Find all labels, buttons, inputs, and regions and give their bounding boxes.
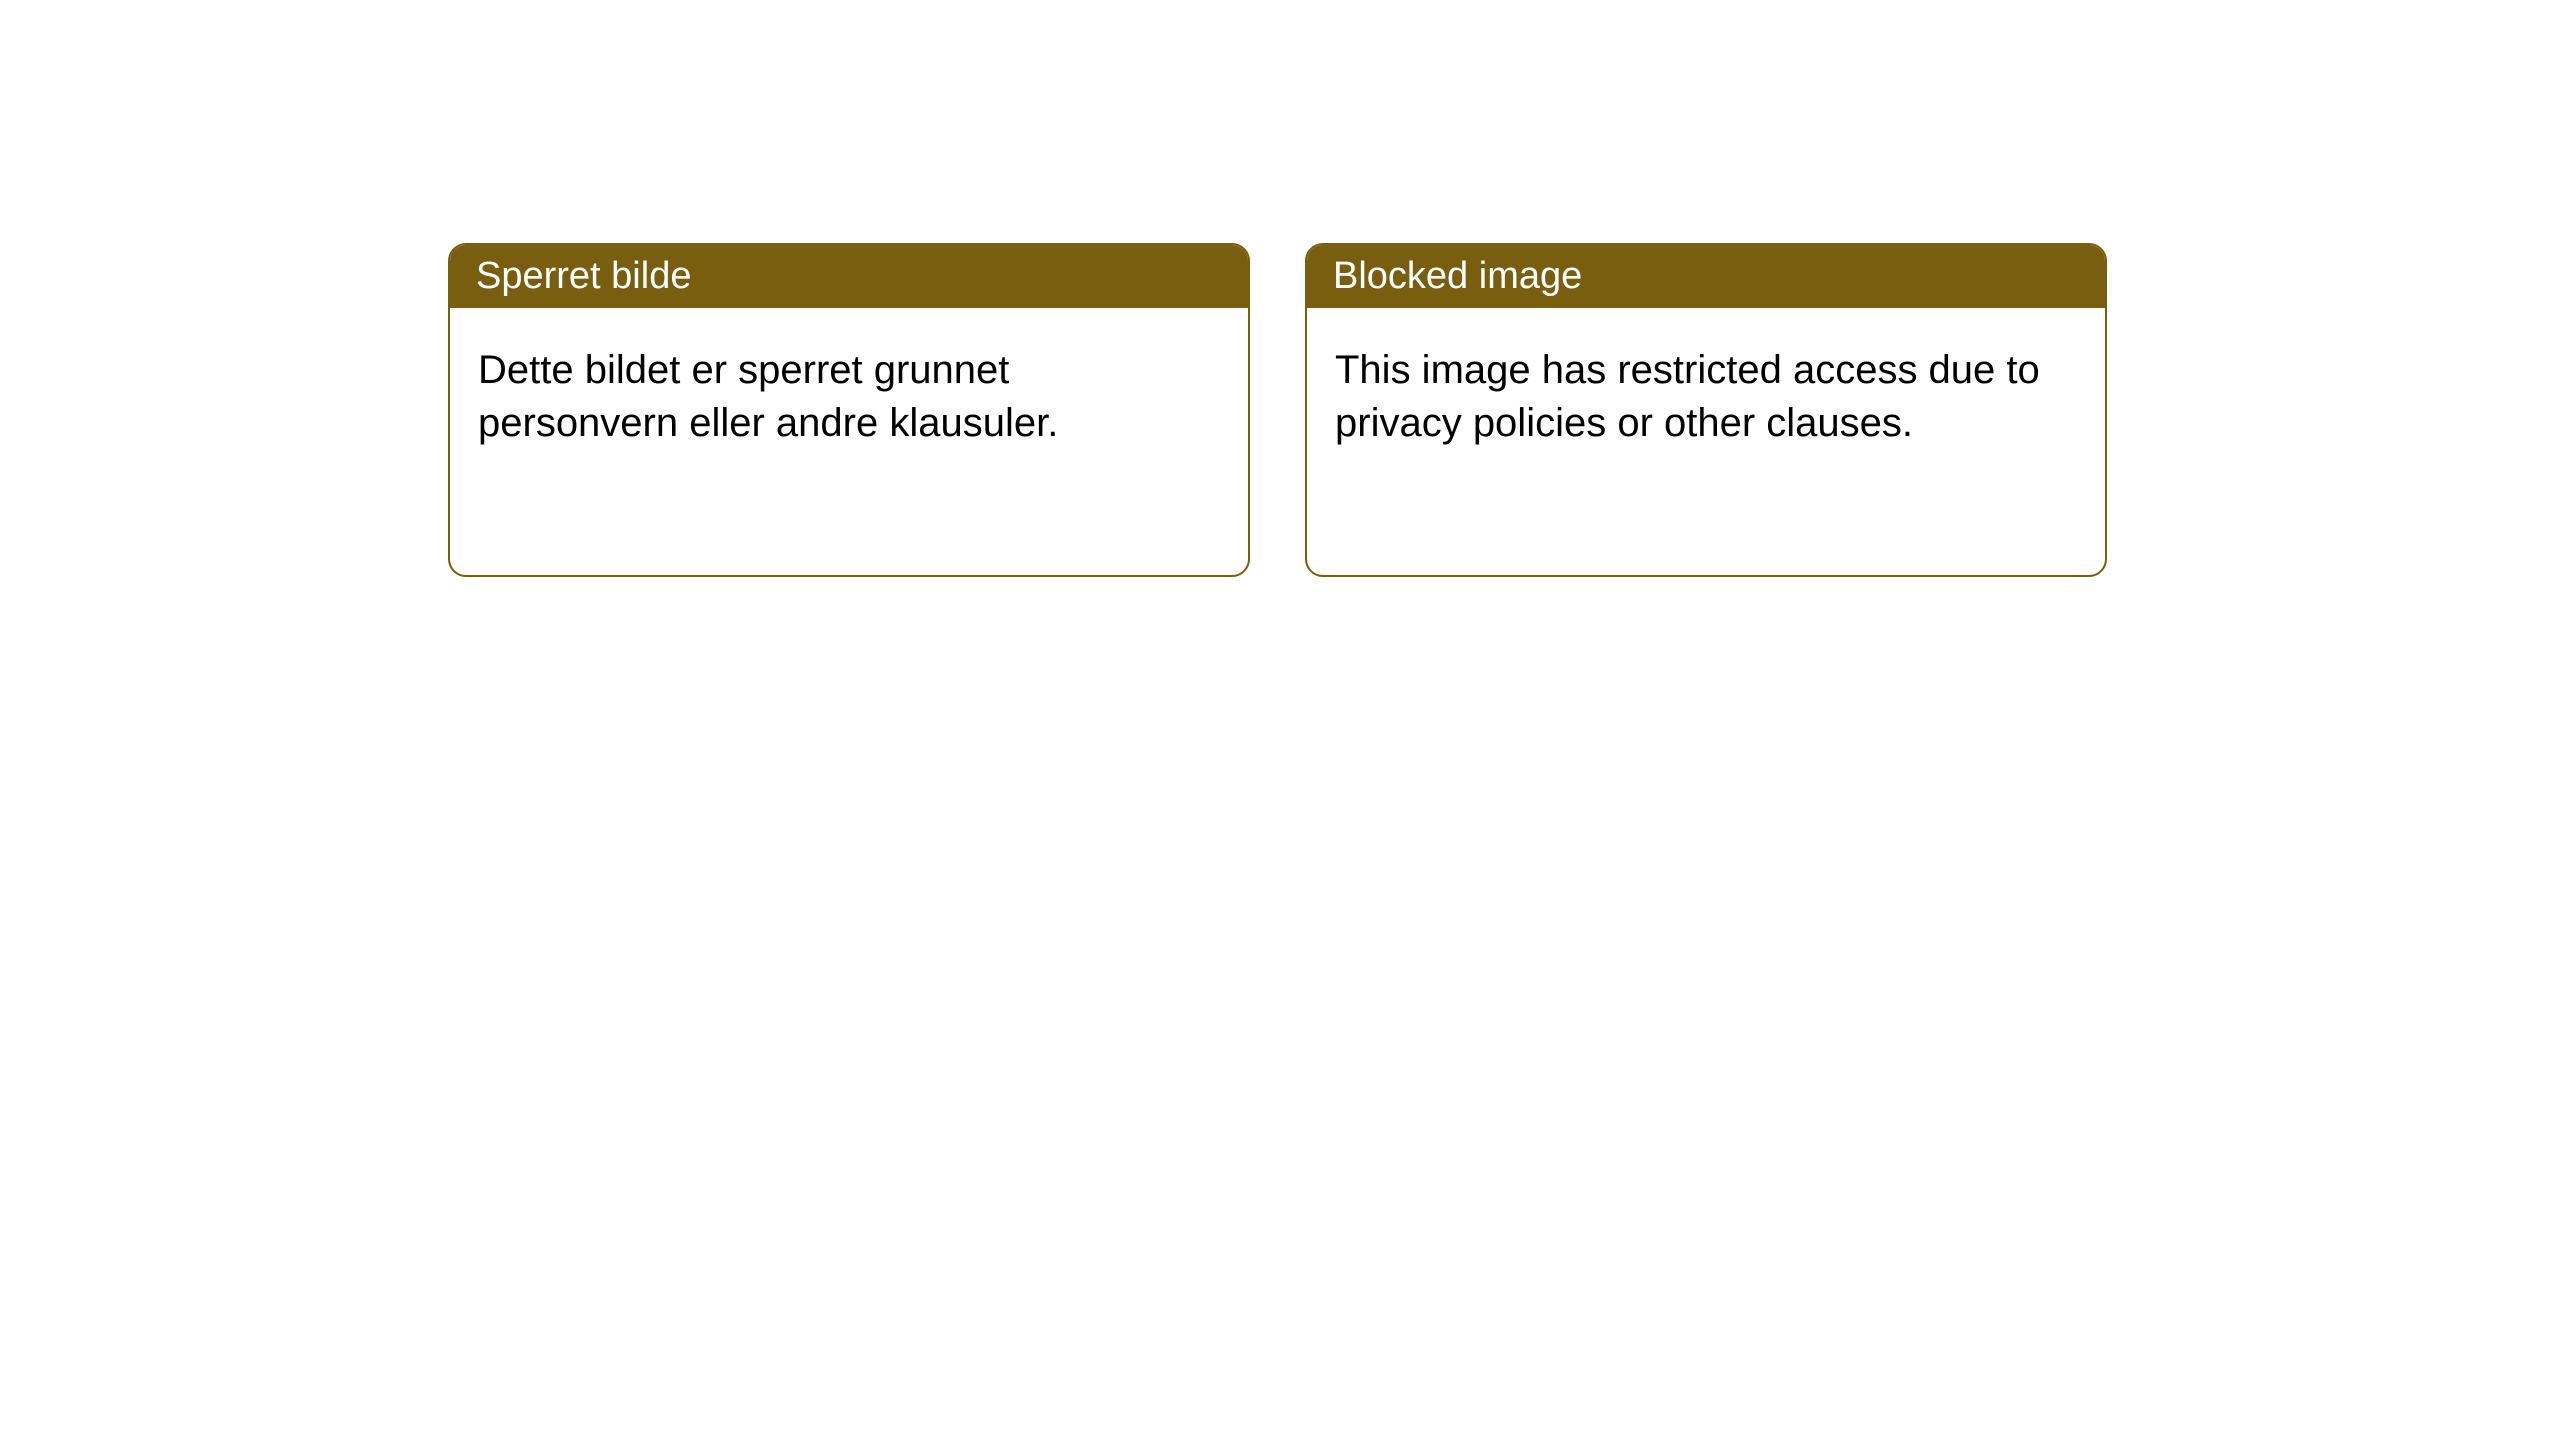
card-body-text-no: Dette bildet er sperret grunnet personve… — [478, 348, 1058, 445]
card-title-en: Blocked image — [1333, 255, 1582, 297]
card-header-no: Sperret bilde — [450, 245, 1248, 308]
blocked-image-card-no: Sperret bilde Dette bildet er sperret gr… — [448, 243, 1250, 577]
card-body-en: This image has restricted access due to … — [1307, 308, 2105, 486]
card-header-en: Blocked image — [1307, 245, 2105, 308]
blocked-image-card-en: Blocked image This image has restricted … — [1305, 243, 2107, 577]
card-body-text-en: This image has restricted access due to … — [1335, 348, 2040, 445]
card-title-no: Sperret bilde — [476, 255, 691, 297]
card-body-no: Dette bildet er sperret grunnet personve… — [450, 308, 1248, 486]
blocked-image-notice-container: Sperret bilde Dette bildet er sperret gr… — [448, 243, 2107, 577]
